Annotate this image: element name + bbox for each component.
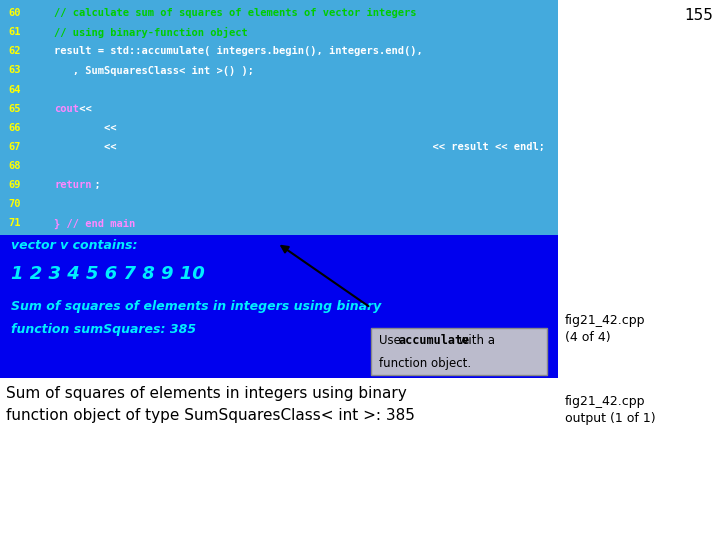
Text: 60: 60 (9, 8, 21, 18)
Text: , SumSquaresClass< int >() );: , SumSquaresClass< int >() ); (54, 65, 254, 76)
Text: 69: 69 (9, 180, 21, 190)
Text: 66: 66 (9, 123, 21, 133)
Text: fig21_42.cpp
output (1 of 1): fig21_42.cpp output (1 of 1) (565, 395, 656, 426)
Text: Sum of squares of elements in integers using binary
function object of type SumS: Sum of squares of elements in integers u… (6, 386, 415, 423)
Text: 68: 68 (9, 161, 21, 171)
Text: 63: 63 (9, 65, 21, 76)
Text: 71: 71 (9, 219, 21, 228)
Text: 67: 67 (9, 142, 21, 152)
FancyBboxPatch shape (371, 328, 547, 375)
Text: 61: 61 (9, 27, 21, 37)
Text: function sumSquares: 385: function sumSquares: 385 (11, 323, 196, 336)
Text: 62: 62 (9, 46, 21, 56)
Text: with a: with a (455, 334, 495, 347)
Text: <<: << (73, 104, 91, 114)
Text: 64: 64 (9, 85, 21, 94)
Text: fig21_42.cpp
(4 of 4): fig21_42.cpp (4 of 4) (565, 314, 646, 345)
Text: // calculate sum of squares of elements of vector integers: // calculate sum of squares of elements … (54, 8, 416, 18)
Text: 65: 65 (9, 104, 21, 114)
Bar (0, 0, 558, 235)
Text: return: return (54, 180, 91, 190)
Text: cout: cout (54, 104, 79, 114)
Bar (0, 235, 558, 378)
Text: <<: << (54, 123, 117, 133)
Text: // using binary-function object: // using binary-function object (54, 27, 248, 38)
Text: 1 2 3 4 5 6 7 8 9 10: 1 2 3 4 5 6 7 8 9 10 (11, 265, 204, 283)
Text: ;: ; (82, 180, 101, 190)
Text: Sum of squares of elements in integers using binary: Sum of squares of elements in integers u… (11, 300, 381, 313)
Text: function object.: function object. (379, 357, 472, 370)
Text: vector v contains:: vector v contains: (11, 239, 138, 252)
Text: 155: 155 (684, 8, 713, 23)
Text: 70: 70 (9, 199, 21, 210)
Text: accumulate: accumulate (399, 334, 470, 347)
Text: <<: << (54, 142, 117, 152)
Text: } // end main: } // end main (54, 219, 135, 229)
Text: Use: Use (379, 334, 405, 347)
Text: result = std::accumulate( integers.begin(), integers.end(),: result = std::accumulate( integers.begin… (54, 46, 423, 56)
Text: << result << endl;: << result << endl; (245, 142, 545, 152)
